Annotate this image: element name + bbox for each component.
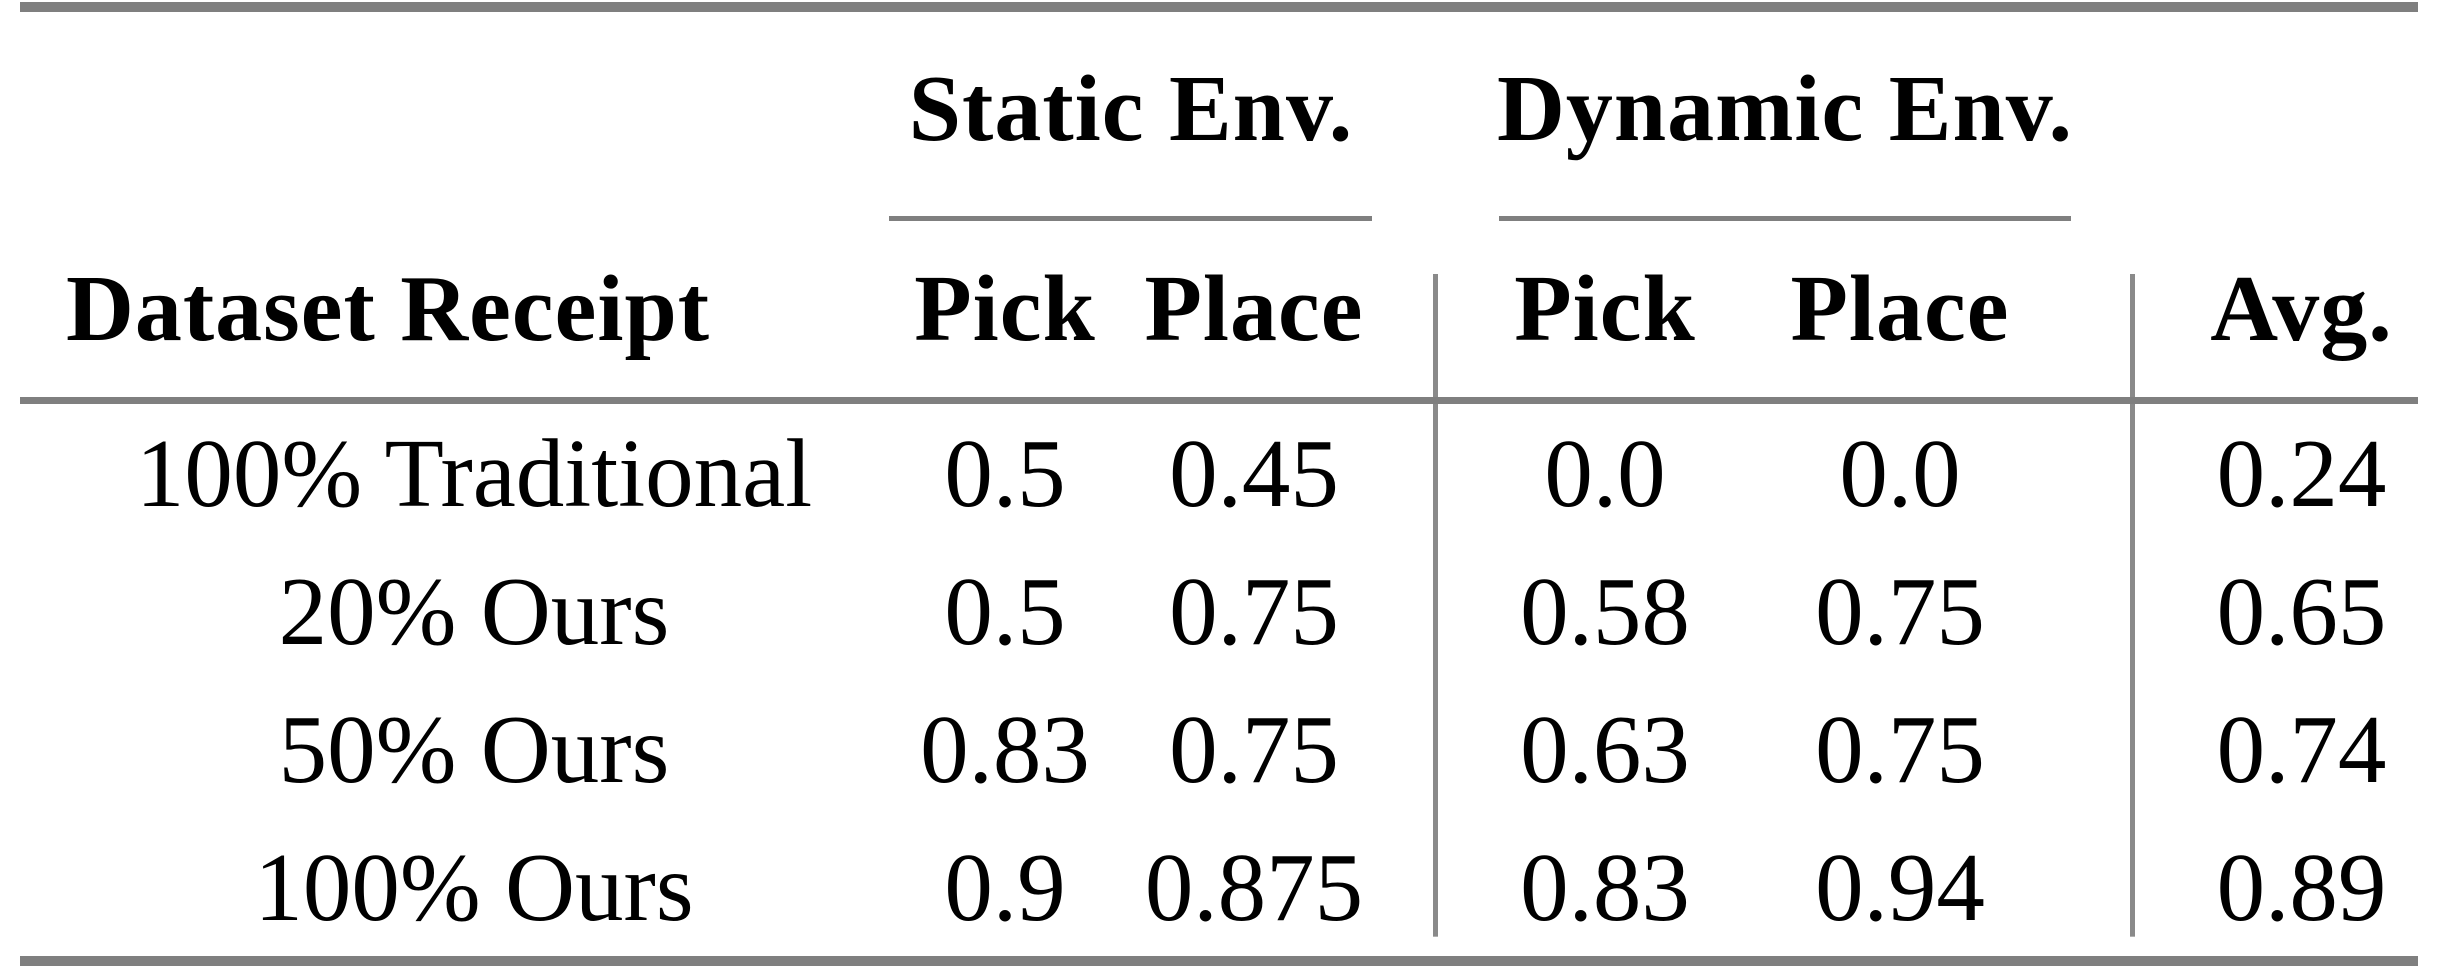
- vertical-separator-1: [1380, 404, 1491, 542]
- vertical-separator-2: [2080, 680, 2186, 818]
- column-header-row: Dataset Receipt Pick Place Pick Place Av…: [20, 221, 2419, 404]
- vertical-separator-2: [2080, 221, 2186, 404]
- cell-avg: 0.74: [2216, 695, 2387, 803]
- cell-avg: 0.89: [2185, 818, 2419, 966]
- cell-dynamic-pick: 0.63: [1520, 695, 1690, 803]
- cell-avg: 0.65: [2216, 557, 2387, 665]
- column-header-dynamic-pick: Pick: [1490, 221, 1721, 404]
- table-row: 100% Traditional 0.5 0.45 0.0 0.0 0.24: [20, 404, 2418, 542]
- vertical-separator-1: [1380, 818, 1491, 966]
- cell-static-pick: 0.83: [920, 695, 1090, 803]
- group-header-static-env: Static Env.: [882, 2, 1381, 221]
- results-table: Static Env. Dynamic Env. Dataset Receipt…: [20, 2, 2419, 966]
- cell-avg: 0.24: [2216, 419, 2387, 527]
- group-header-spacer: [20, 2, 882, 221]
- vertical-separator-1: [1380, 221, 1491, 404]
- group-header-avg-spacer: [2185, 2, 2419, 221]
- cell-dynamic-pick: 0.58: [1520, 557, 1690, 665]
- column-header-avg: Avg.: [2185, 221, 2419, 404]
- column-header-dataset-receipt: Dataset Receipt: [20, 221, 882, 404]
- cell-dynamic-place: 0.75: [1815, 557, 1985, 665]
- row-label: 20% Ours: [278, 557, 670, 665]
- cell-static-pick: 0.9: [882, 818, 1128, 966]
- vertical-separator-1: [1380, 680, 1491, 818]
- cell-dynamic-pick: 0.83: [1490, 818, 1721, 966]
- table-row: 20% Ours 0.5 0.75 0.58 0.75 0.65: [20, 542, 2418, 680]
- vertical-separator-2: [2080, 542, 2186, 680]
- cell-static-pick: 0.5: [944, 419, 1066, 527]
- cell-static-pick: 0.5: [944, 557, 1066, 665]
- column-header-dynamic-place: Place: [1720, 221, 2081, 404]
- cell-static-place: 0.75: [1169, 557, 1339, 665]
- cell-static-place: 0.875: [1128, 818, 1381, 966]
- row-label: 50% Ours: [278, 695, 670, 803]
- cell-dynamic-pick: 0.0: [1544, 419, 1666, 527]
- cell-dynamic-place: 0.94: [1720, 818, 2081, 966]
- table-row: 50% Ours 0.83 0.75 0.63 0.75 0.74: [20, 680, 2418, 818]
- row-label: 100% Traditional: [135, 419, 813, 527]
- vertical-separator-2: [2080, 404, 2186, 542]
- group-header-dynamic-env: Dynamic Env.: [1490, 2, 2081, 221]
- table-row: 100% Ours 0.9 0.875 0.83 0.94 0.89: [20, 818, 2419, 966]
- vertical-separator-2: [2080, 818, 2186, 966]
- group-header-gap-1: [1380, 2, 1491, 221]
- cell-dynamic-place: 0.0: [1839, 419, 1961, 527]
- column-header-static-pick: Pick: [882, 221, 1128, 404]
- row-label: 100% Ours: [20, 818, 882, 966]
- vertical-separator-1: [1380, 542, 1491, 680]
- group-header-row: Static Env. Dynamic Env.: [20, 2, 2419, 221]
- cell-static-place: 0.75: [1169, 695, 1339, 803]
- cell-dynamic-place: 0.75: [1815, 695, 1985, 803]
- group-header-gap-2: [2080, 2, 2186, 221]
- column-header-static-place: Place: [1128, 221, 1381, 404]
- cell-static-place: 0.45: [1169, 419, 1339, 527]
